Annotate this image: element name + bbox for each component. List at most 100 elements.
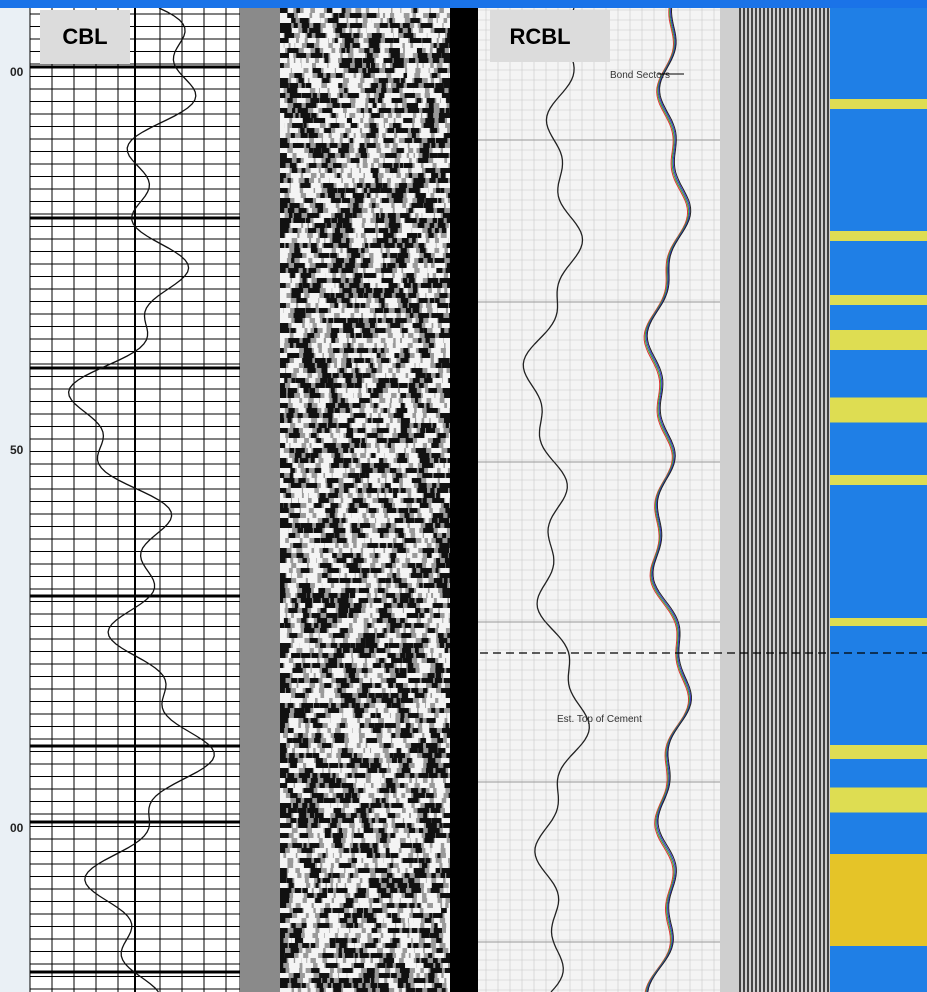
bond-sector-curve	[646, 7, 692, 992]
waveform-stripe	[403, 498, 414, 503]
waveform-stripe	[288, 518, 293, 523]
waveform-stripe	[400, 393, 406, 398]
waveform-stripe	[445, 853, 450, 858]
waveform-stripe	[421, 933, 430, 938]
waveform-stripe	[440, 173, 446, 178]
waveform-stripe	[296, 328, 305, 333]
waveform-stripe	[349, 503, 355, 508]
bond-sector-curve	[643, 7, 690, 992]
waveform-stripe	[308, 378, 316, 383]
waveform-stripe	[362, 83, 370, 88]
waveform-stripe	[346, 383, 354, 388]
waveform-stripe	[336, 793, 344, 798]
waveform-stripe	[400, 718, 404, 723]
waveform-stripe	[360, 43, 368, 48]
waveform-stripe	[370, 983, 378, 988]
waveform-stripe	[335, 128, 346, 133]
waveform-stripe	[280, 883, 288, 888]
waveform-stripe	[413, 723, 418, 728]
waveform-stripe	[308, 413, 320, 418]
waveform-stripe	[280, 968, 286, 973]
waveform-stripe	[389, 168, 398, 173]
waveform-stripe	[368, 863, 375, 868]
waveform-stripe	[349, 738, 360, 743]
waveform-stripe	[290, 763, 297, 768]
waveform-stripe	[302, 738, 309, 743]
waveform-stripe	[297, 108, 308, 113]
waveform-stripe	[411, 428, 417, 433]
waveform-stripe	[365, 473, 369, 478]
waveform-stripe	[419, 268, 428, 273]
waveform-stripe	[347, 638, 356, 643]
waveform-stripe	[404, 138, 412, 143]
waveform-stripe	[411, 213, 416, 218]
waveform-stripe	[336, 23, 347, 28]
waveform-stripe	[337, 218, 350, 223]
waveform-stripe	[429, 623, 437, 628]
waveform-stripe	[401, 153, 407, 158]
waveform-stripe	[323, 48, 332, 53]
waveform-stripe	[289, 63, 302, 68]
waveform-stripe	[421, 638, 429, 643]
waveform-stripe	[404, 93, 415, 98]
waveform-stripe	[313, 703, 320, 708]
waveform-stripe	[360, 523, 371, 528]
waveform-stripe	[303, 348, 312, 353]
waveform-stripe	[280, 868, 287, 873]
waveform-stripe	[420, 188, 429, 193]
waveform-stripe	[432, 498, 444, 503]
waveform-stripe	[280, 808, 287, 813]
waveform-stripe	[341, 853, 352, 858]
waveform-stripe	[437, 223, 446, 228]
waveform-stripe	[384, 723, 396, 728]
waveform-stripe	[280, 333, 290, 338]
waveform-stripe	[430, 8, 440, 13]
waveform-stripe	[375, 653, 387, 658]
waveform-stripe	[352, 728, 359, 733]
waveform-stripe	[340, 398, 345, 403]
waveform-stripe	[287, 88, 298, 93]
waveform-stripe	[447, 603, 450, 608]
waveform-stripe	[280, 163, 286, 168]
waveform-stripe	[425, 983, 432, 988]
waveform-stripe	[400, 218, 405, 223]
waveform-stripe	[422, 113, 427, 118]
waveform-stripe	[443, 803, 450, 808]
waveform-stripe	[319, 928, 330, 933]
waveform-stripe	[438, 548, 450, 553]
waveform-stripe	[382, 18, 387, 23]
waveform-stripe	[361, 8, 366, 13]
waveform-stripe	[434, 838, 447, 843]
waveform-stripe	[322, 598, 329, 603]
waveform-stripe	[363, 978, 370, 983]
waveform-stripe	[447, 988, 450, 992]
waveform-stripe	[291, 653, 301, 658]
waveform-stripe	[331, 393, 338, 398]
waveform-stripe	[352, 623, 364, 628]
waveform-stripe	[345, 653, 352, 658]
waveform-stripe	[412, 728, 419, 733]
waveform-stripe	[402, 988, 406, 992]
waveform-stripe	[287, 393, 295, 398]
waveform-stripe	[287, 48, 299, 53]
waveform-stripe	[333, 468, 346, 473]
waveform-stripe	[368, 483, 372, 488]
waveform-stripe	[403, 163, 413, 168]
waveform-stripe	[319, 38, 329, 43]
waveform-stripe	[421, 398, 427, 403]
waveform-stripe	[280, 988, 292, 992]
waveform-stripe	[351, 858, 357, 863]
waveform-stripe	[390, 808, 402, 813]
waveform-stripe	[437, 153, 449, 158]
waveform-stripe	[280, 43, 284, 48]
waveform-stripe	[335, 938, 348, 943]
waveform-stripe	[429, 588, 439, 593]
waveform-stripe	[344, 873, 348, 878]
waveform-stripe	[280, 448, 284, 453]
waveform-stripe	[319, 658, 325, 663]
waveform-stripe	[379, 508, 384, 513]
waveform-stripe	[333, 653, 344, 658]
waveform-stripe	[331, 818, 338, 823]
waveform-stripe	[343, 453, 352, 458]
waveform-stripe	[289, 473, 293, 478]
